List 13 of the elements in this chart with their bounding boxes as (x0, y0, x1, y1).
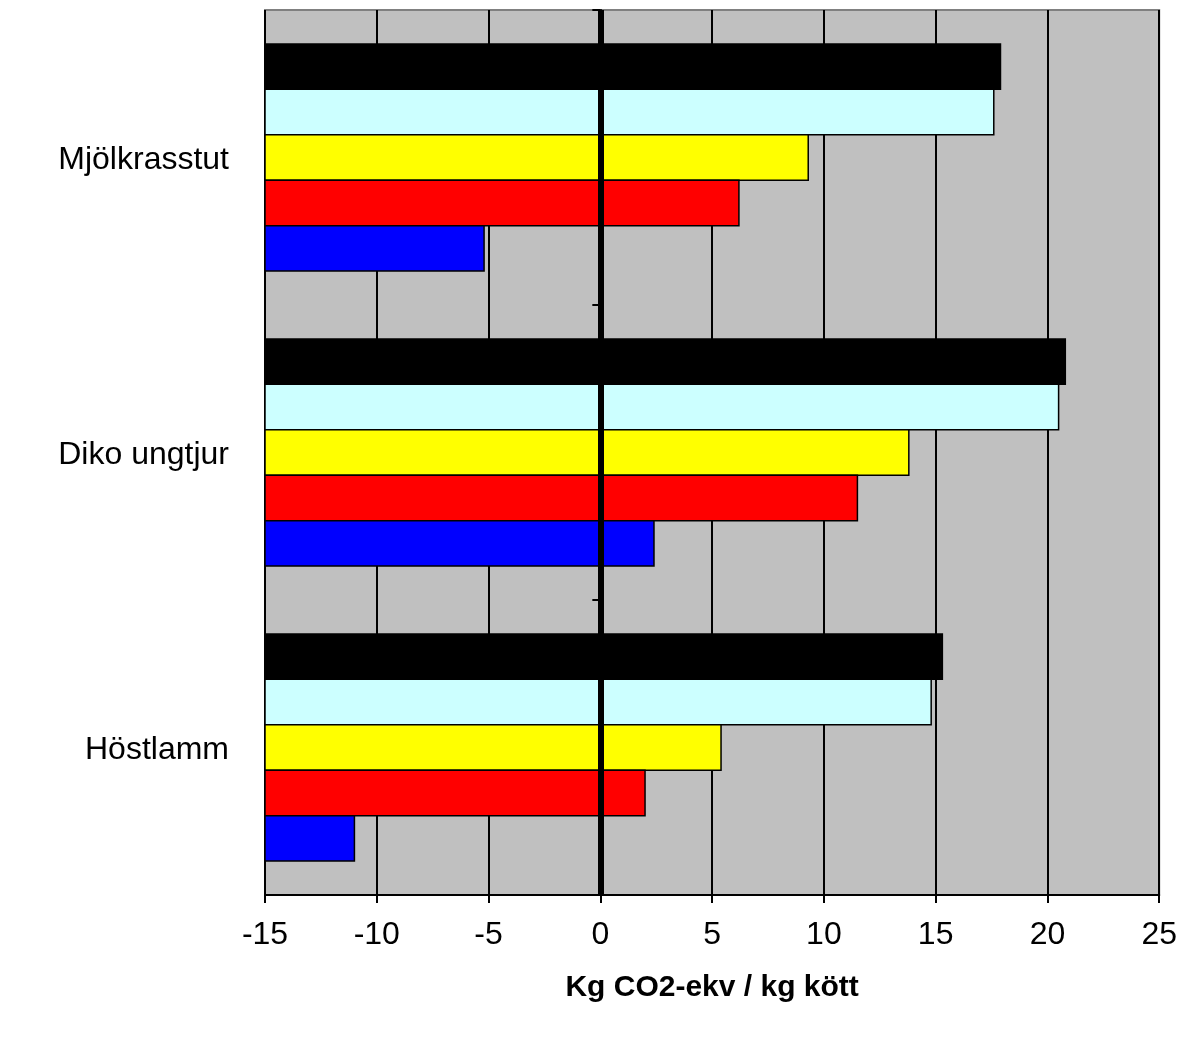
x-axis-title: Kg CO2-ekv / kg kött (565, 968, 859, 1002)
x-tick-label: 25 (1141, 915, 1177, 951)
x-tick-label: 20 (1029, 915, 1066, 951)
x-tick-label: 0 (591, 915, 610, 951)
x-tick-label: -10 (353, 915, 400, 951)
y-tick-label: Höstlamm (84, 729, 229, 766)
x-tick-label: -15 (241, 915, 289, 951)
x-tick-label: 5 (703, 915, 721, 951)
x-tick-label: -5 (474, 915, 503, 951)
x-tick-label: 10 (806, 915, 842, 951)
x-tick-label: 15 (917, 915, 954, 951)
y-tick-label: Diko ungtjur (58, 434, 230, 471)
y-tick-label: Mjölkrasstut (58, 139, 230, 176)
